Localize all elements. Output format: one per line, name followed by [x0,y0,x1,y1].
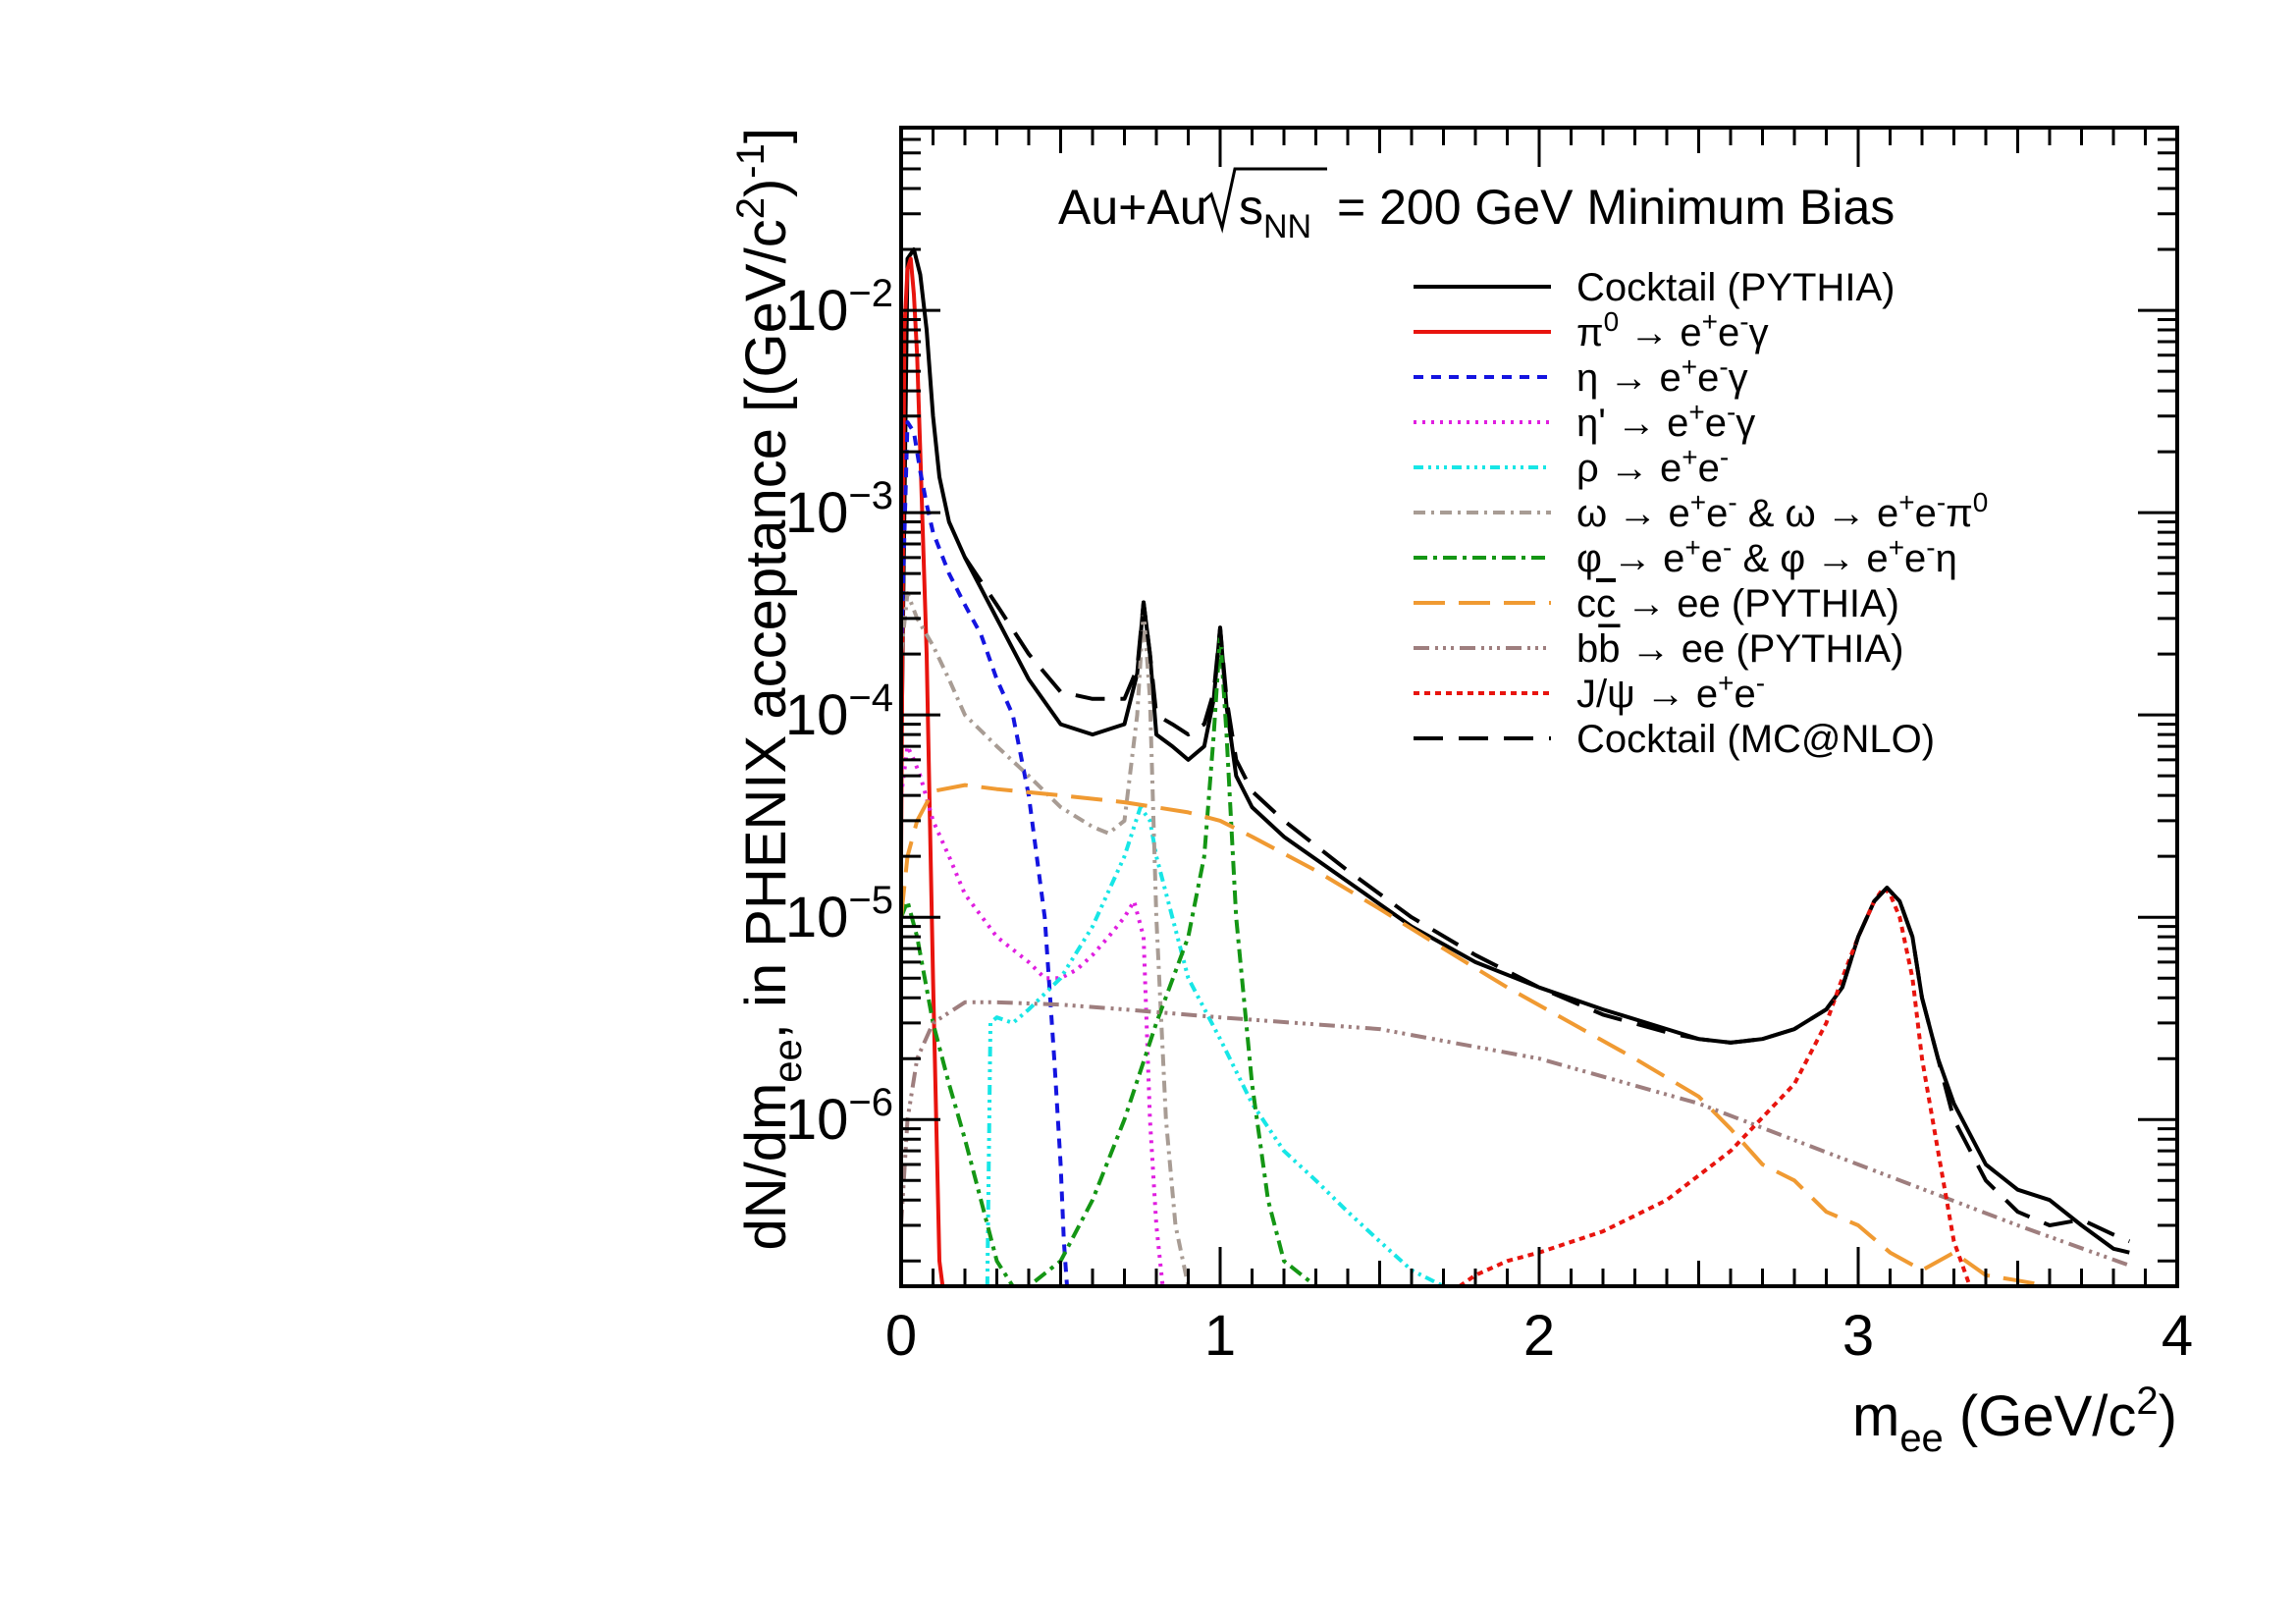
series-line-8 [901,783,2082,1286]
y-tick-label: 10−6 [785,1081,893,1152]
legend-label-1: Cocktail (PYTHIA) [1576,266,1896,309]
series-layer [901,247,2131,1286]
y-tick-label: 10−3 [785,474,893,545]
x-tick-label: 1 [1204,1304,1236,1368]
y-tick-label: 10−5 [785,879,893,949]
legend-label-4: η' → e+e-γ [1576,397,1755,446]
chart-header: Au+Au [1058,180,1207,235]
labels-layer: 0 1 2 3 4 10−6 10−5 10−4 10−3 10−2 [785,272,2193,1368]
y-tick-label: 10−2 [785,272,893,343]
legend-label-5: ρ → e+e- [1576,442,1729,491]
legend-label-2: π0 → e+e-γ [1576,306,1769,355]
x-tick-label: 2 [1523,1304,1555,1368]
legend-label-9: bb → ee (PYTHIA) [1576,627,1903,671]
x-tick-label: 3 [1842,1304,1874,1368]
series-line-10 [1458,886,1972,1286]
header-sqrt-sub: NN [1263,208,1311,245]
header-suffix: = 200 GeV Minimum Bias [1337,180,1895,235]
header-sqrt-label: sNN [1239,180,1311,245]
legend-label-6: ω → e+e- & ω → e+e-π0 [1576,487,1988,536]
ticks-layer [899,126,2179,1286]
legend-label-3: η → e+e-γ [1576,352,1748,401]
x-tick-label: 0 [885,1304,917,1368]
y-tick-label: 10−4 [785,676,893,747]
legend: Cocktail (PYTHIA)π0 → e+e-γη → e+e-γη' →… [1414,266,1988,761]
legend-label-7: φ → e+e- & φ → e+e-η [1576,532,1957,581]
legend-label-8: cc → ee (PYTHIA) [1576,582,1899,625]
legend-label-10: J/ψ → e+e- [1576,668,1765,717]
sqrt-sign [1202,167,1327,234]
x-axis-title: mee (GeV/c2) [1852,1380,2177,1460]
header-prefix: Au+Au [1058,180,1207,235]
legend-label-11: Cocktail (MC@NLO) [1576,718,1935,761]
series-line-4 [901,744,1165,1286]
x-tick-label: 4 [2162,1304,2193,1368]
y-axis-title: dN/dmee, in PHENIX acceptance [(GeV/c2)-… [729,128,810,1251]
series-line-3 [901,420,1069,1286]
